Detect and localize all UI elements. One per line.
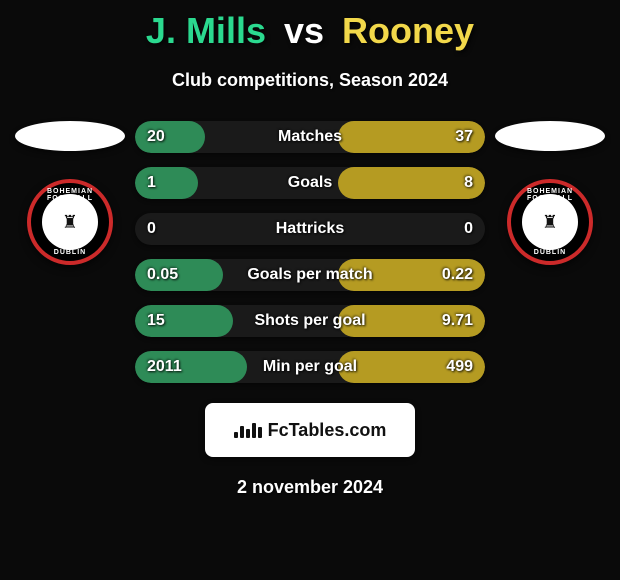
metric-label: Goals — [135, 174, 485, 192]
stat-row: 18Goals — [135, 167, 485, 199]
page-title: J. Mills vs Rooney — [146, 10, 474, 52]
badge-text-bottom: DUBLIN — [511, 249, 589, 256]
brand-text: FcTables.com — [268, 420, 387, 441]
left-side: BOHEMIAN FOOTBALL ♜ DUBLIN — [5, 121, 135, 265]
stat-row: 2011499Min per goal — [135, 351, 485, 383]
player2-club-badge: BOHEMIAN FOOTBALL ♜ DUBLIN — [507, 179, 593, 265]
brand-logo: FcTables.com — [234, 420, 387, 441]
castle-icon: ♜ — [62, 213, 78, 231]
player2-name: Rooney — [342, 10, 474, 51]
badge-text-bottom: DUBLIN — [31, 249, 109, 256]
vs-label: vs — [284, 10, 324, 51]
metric-label: Hattricks — [135, 220, 485, 238]
player1-club-badge: BOHEMIAN FOOTBALL ♜ DUBLIN — [27, 179, 113, 265]
stat-row: 159.71Shots per goal — [135, 305, 485, 337]
metric-label: Shots per goal — [135, 312, 485, 330]
castle-icon: ♜ — [542, 213, 558, 231]
subtitle: Club competitions, Season 2024 — [172, 70, 448, 91]
player1-photo-placeholder — [15, 121, 125, 151]
comparison-arena: BOHEMIAN FOOTBALL ♜ DUBLIN 2037Matches 18… — [0, 121, 620, 383]
stat-row: 0.050.22Goals per match — [135, 259, 485, 291]
bar-chart-icon — [234, 423, 262, 438]
metric-label: Matches — [135, 128, 485, 146]
brand-box[interactable]: FcTables.com — [205, 403, 415, 457]
badge-inner: ♜ — [522, 194, 578, 250]
date-label: 2 november 2024 — [237, 477, 383, 498]
metric-label: Min per goal — [135, 358, 485, 376]
badge-inner: ♜ — [42, 194, 98, 250]
stat-row: 2037Matches — [135, 121, 485, 153]
player1-name: J. Mills — [146, 10, 266, 51]
player2-photo-placeholder — [495, 121, 605, 151]
stat-rows: 2037Matches 18Goals 00Hattricks 0.050.22Goa… — [135, 121, 485, 383]
stat-row: 00Hattricks — [135, 213, 485, 245]
right-side: BOHEMIAN FOOTBALL ♜ DUBLIN — [485, 121, 615, 265]
metric-label: Goals per match — [135, 266, 485, 284]
